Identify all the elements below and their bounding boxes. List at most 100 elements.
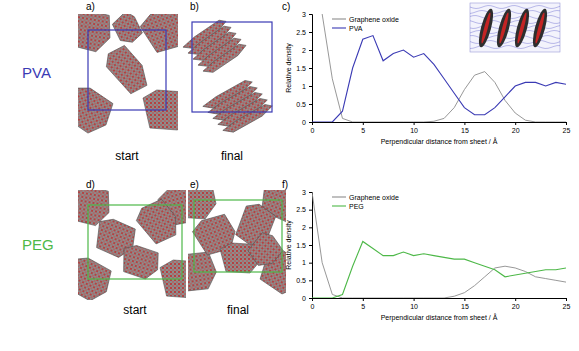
simulation-box bbox=[88, 30, 166, 110]
x-tick-mark bbox=[464, 122, 465, 125]
x-tick-label: 25 bbox=[563, 127, 571, 134]
legend: Graphene oxidePEG bbox=[332, 194, 399, 210]
x-tick-mark bbox=[414, 122, 415, 125]
y-tick-mark bbox=[309, 14, 312, 15]
y-tick-mark bbox=[309, 68, 312, 69]
x-tick-label: 15 bbox=[461, 303, 469, 310]
series-line bbox=[312, 241, 566, 298]
y-tick: 3 bbox=[302, 11, 312, 18]
y-axis: 00.511.522.53 bbox=[296, 189, 312, 302]
y-tick: 0 bbox=[302, 119, 312, 126]
x-tick: 0 bbox=[311, 122, 315, 134]
legend: Graphene oxidePVA bbox=[332, 16, 399, 32]
plot-lines bbox=[312, 192, 566, 298]
panel-letter: f) bbox=[282, 179, 288, 190]
y-tick-label: 2.5 bbox=[296, 29, 306, 36]
x-tick: 20 bbox=[512, 122, 520, 134]
y-axis: 0 0.5 1 1.5 2 2.5 3 bbox=[296, 11, 312, 126]
y-tick: 1.5 bbox=[296, 65, 312, 72]
panel-letter: c) bbox=[282, 1, 290, 12]
y-tick: 2.5 bbox=[296, 206, 312, 213]
x-tick-mark bbox=[363, 298, 364, 301]
plot-lines bbox=[312, 14, 566, 122]
y-tick-label: 1 bbox=[302, 259, 306, 266]
y-tick: 1 bbox=[302, 259, 312, 266]
x-tick-label: 20 bbox=[512, 127, 520, 134]
x-tick-label: 25 bbox=[563, 303, 571, 310]
inset-polymer bbox=[470, 6, 560, 9]
series-line bbox=[322, 14, 566, 122]
y-tick-mark bbox=[309, 32, 312, 33]
graphene-sheet bbox=[118, 243, 162, 282]
x-tick: 5 bbox=[361, 122, 365, 134]
y-tick-mark bbox=[309, 298, 312, 299]
y-tick-label: 2 bbox=[302, 224, 306, 231]
x-tick: 10 bbox=[410, 122, 418, 134]
y-tick-label: 3 bbox=[302, 189, 306, 196]
y-axis-title: Relative density bbox=[285, 43, 293, 93]
inset-sheet bbox=[512, 7, 532, 48]
snapshot bbox=[78, 14, 178, 139]
simulation-box bbox=[192, 22, 272, 112]
inset-frame bbox=[470, 3, 560, 52]
inset-sheet-core bbox=[498, 12, 510, 44]
x-tick-mark bbox=[515, 298, 516, 301]
legend-label: PEG bbox=[349, 203, 364, 210]
x-tick: 15 bbox=[461, 298, 469, 310]
snapshot-caption: start bbox=[115, 149, 139, 163]
x-tick-label: 10 bbox=[410, 303, 418, 310]
panel-letter: b) bbox=[190, 1, 199, 12]
x-tick: 25 bbox=[563, 298, 571, 310]
x-axis-title: Perpendicular distance from sheet / Å bbox=[381, 137, 498, 146]
snapshot bbox=[188, 190, 286, 299]
x-tick: 20 bbox=[512, 298, 520, 310]
y-tick: 3 bbox=[302, 189, 312, 196]
legend-label: Graphene oxide bbox=[349, 194, 399, 202]
x-axis-line bbox=[313, 299, 567, 302]
y-tick-mark bbox=[309, 280, 312, 281]
x-axis-title: Perpendicular distance from sheet / Å bbox=[381, 313, 498, 322]
y-tick-label: 2.5 bbox=[296, 206, 306, 213]
x-tick-mark bbox=[566, 298, 567, 301]
simulation-box bbox=[88, 205, 182, 279]
y-tick-label: 0.5 bbox=[296, 101, 306, 108]
panel-letter: a) bbox=[86, 1, 95, 12]
inset-sheet-core bbox=[480, 12, 492, 44]
y-tick: 2.5 bbox=[296, 29, 312, 36]
inset-polymer bbox=[470, 46, 560, 49]
y-axis-line bbox=[309, 15, 313, 123]
x-tick-mark bbox=[414, 298, 415, 301]
simulation-box bbox=[194, 200, 282, 272]
y-tick-label: 2 bbox=[302, 47, 306, 54]
x-axis: 0510152025 bbox=[311, 122, 571, 134]
graphene-sheet bbox=[78, 252, 116, 300]
y-tick: 1 bbox=[302, 83, 312, 90]
y-tick-mark bbox=[309, 50, 312, 51]
y-tick-mark bbox=[309, 227, 312, 228]
legend-swatch bbox=[332, 205, 346, 206]
y-axis-line bbox=[309, 193, 313, 299]
snapshot-caption: start bbox=[123, 303, 147, 317]
y-tick: 0.5 bbox=[296, 277, 312, 284]
graphene-sheet bbox=[138, 14, 178, 57]
x-tick-label: 20 bbox=[512, 303, 520, 310]
panel-letter: e) bbox=[190, 179, 199, 190]
inset-image bbox=[470, 3, 560, 52]
x-tick: 25 bbox=[563, 122, 571, 134]
y-tick: 0 bbox=[302, 295, 312, 302]
row-label: PEG bbox=[22, 236, 54, 253]
panel-letter: d) bbox=[86, 179, 95, 190]
graphene-sheet bbox=[202, 41, 248, 77]
figure: PVAa)startb)finalc)PEGd)starte)finalf)05… bbox=[0, 0, 579, 351]
y-tick: 2 bbox=[302, 224, 312, 231]
y-tick-label: 1.5 bbox=[296, 65, 306, 72]
x-tick-mark bbox=[515, 122, 516, 125]
legend-swatch bbox=[332, 196, 346, 197]
graphene-sheet bbox=[101, 42, 153, 99]
x-tick: 10 bbox=[410, 298, 418, 310]
x-tick-mark bbox=[464, 298, 465, 301]
y-tick-mark bbox=[309, 192, 312, 193]
y-tick-mark bbox=[309, 263, 312, 264]
y-tick-mark bbox=[309, 210, 312, 211]
snapshot-caption: final bbox=[227, 303, 249, 317]
